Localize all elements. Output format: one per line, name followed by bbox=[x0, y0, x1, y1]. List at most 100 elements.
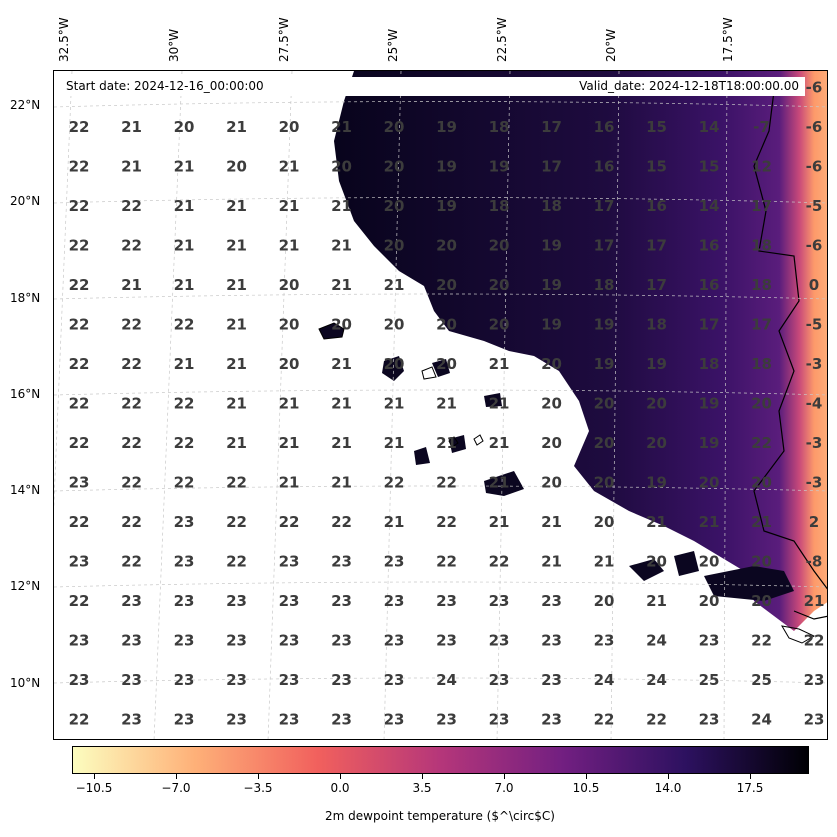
grid-value-label: 21 bbox=[331, 237, 352, 255]
grid-value-label: 23 bbox=[436, 632, 457, 650]
grid-value-label: 23 bbox=[69, 632, 90, 650]
grid-value-label: 21 bbox=[174, 355, 195, 373]
lon-label: 22.5°W bbox=[495, 17, 509, 62]
grid-value-label: 25 bbox=[699, 671, 720, 689]
grid-value-label: 21 bbox=[436, 395, 457, 413]
lat-label: 18°N bbox=[10, 291, 41, 305]
grid-value-label: 21 bbox=[331, 197, 352, 215]
grid-value-label: 20 bbox=[594, 513, 615, 531]
grid-value-label: 21 bbox=[646, 513, 667, 531]
grid-value-label: 20 bbox=[699, 592, 720, 610]
grid-value-label: 23 bbox=[699, 711, 720, 729]
grid-value-label: 17 bbox=[541, 158, 562, 176]
grid-value-label: 20 bbox=[489, 276, 510, 294]
grid-value-label: 20 bbox=[279, 355, 300, 373]
grid-value-label: 17 bbox=[541, 118, 562, 136]
grid-value-label: 23 bbox=[541, 592, 562, 610]
grid-value-label: 19 bbox=[646, 474, 667, 492]
grid-value-label: 22 bbox=[121, 355, 142, 373]
coastline bbox=[448, 436, 459, 448]
grid-value-label: 23 bbox=[121, 632, 142, 650]
lat-label: 14°N bbox=[10, 483, 41, 497]
grid-value-label: 18 bbox=[699, 355, 720, 373]
grid-value-label: 15 bbox=[646, 158, 667, 176]
grid-value-label: 20 bbox=[436, 276, 457, 294]
grid-value-label: 21 bbox=[121, 158, 142, 176]
grid-value-label: 20 bbox=[541, 355, 562, 373]
grid-value-label: 20 bbox=[699, 474, 720, 492]
grid-value-label: 21 bbox=[331, 474, 352, 492]
grid-value-label: 21 bbox=[174, 197, 195, 215]
grid-value-label: 22 bbox=[69, 355, 90, 373]
grid-value-label: -7 bbox=[753, 118, 770, 136]
grid-value-label: 21 bbox=[489, 474, 510, 492]
grid-value-label: 21 bbox=[594, 553, 615, 571]
grid-value-label: 19 bbox=[699, 434, 720, 452]
grid-value-label: 21 bbox=[121, 276, 142, 294]
grid-value-label: 24 bbox=[751, 711, 772, 729]
grid-value-label: 25 bbox=[751, 671, 772, 689]
grid-value-label: 22 bbox=[121, 513, 142, 531]
grid-value-label: 20 bbox=[489, 237, 510, 255]
grid-value-label: 23 bbox=[279, 671, 300, 689]
grid-value-label: 23 bbox=[279, 553, 300, 571]
colorbar-tick bbox=[504, 774, 505, 779]
grid-value-label: 22 bbox=[594, 711, 615, 729]
grid-value-label: 18 bbox=[751, 237, 772, 255]
grid-value-label: 22 bbox=[489, 553, 510, 571]
grid-value-label: 22 bbox=[436, 474, 457, 492]
grid-value-label: 21 bbox=[384, 395, 405, 413]
grid-value-label: 0 bbox=[809, 276, 819, 294]
grid-value-label: 23 bbox=[489, 671, 510, 689]
grid-value-label: 20 bbox=[751, 474, 772, 492]
colorbar-tick bbox=[422, 774, 423, 779]
grid-value-label: 21 bbox=[384, 434, 405, 452]
grid-value-label: 19 bbox=[594, 316, 615, 334]
lat-label: 20°N bbox=[10, 194, 41, 208]
grid-value-label: 20 bbox=[541, 434, 562, 452]
coastline bbox=[421, 366, 437, 380]
grid-value-label: 20 bbox=[594, 395, 615, 413]
grid-value-label: 21 bbox=[384, 276, 405, 294]
grid-value-label: 23 bbox=[384, 632, 405, 650]
grid-value-label: 22 bbox=[69, 237, 90, 255]
grid-value-label: 22 bbox=[121, 474, 142, 492]
grid-value-label: 23 bbox=[384, 711, 405, 729]
grid-value-label: 20 bbox=[541, 474, 562, 492]
grid-value-label: 20 bbox=[331, 316, 352, 334]
grid-value-label: 20 bbox=[384, 237, 405, 255]
grid-value-label: -8 bbox=[806, 553, 823, 571]
grid-value-label: 21 bbox=[174, 237, 195, 255]
grid-value-label: 23 bbox=[331, 592, 352, 610]
dewpoint-island bbox=[704, 566, 794, 601]
dewpoint-island bbox=[432, 359, 450, 377]
colorbar-tick-label: −10.5 bbox=[75, 781, 113, 795]
grid-value-label: -6 bbox=[806, 158, 823, 176]
grid-value-label: 23 bbox=[331, 553, 352, 571]
grid-value-label: 23 bbox=[121, 592, 142, 610]
grid-value-label: 22 bbox=[804, 632, 825, 650]
grid-value-label: -6 bbox=[806, 118, 823, 136]
grid-value-label: 21 bbox=[226, 197, 247, 215]
grid-value-label: 20 bbox=[751, 395, 772, 413]
grid-value-label: 16 bbox=[594, 118, 615, 136]
grid-value-label: 23 bbox=[174, 711, 195, 729]
grid-value-label: 21 bbox=[384, 513, 405, 531]
grid-value-label: 22 bbox=[751, 434, 772, 452]
grid-value-label: 22 bbox=[436, 513, 457, 531]
grid-value-label: 21 bbox=[226, 434, 247, 452]
lat-label: 16°N bbox=[10, 387, 41, 401]
grid-value-label: 23 bbox=[489, 592, 510, 610]
colorbar-tick-label: 3.5 bbox=[412, 781, 432, 795]
grid-value-label: 23 bbox=[541, 632, 562, 650]
grid-value-label: 21 bbox=[489, 434, 510, 452]
colorbar-tick-label: 7.0 bbox=[494, 781, 514, 795]
dewpoint-field bbox=[334, 71, 827, 631]
grid-value-label: 21 bbox=[174, 276, 195, 294]
grid-value-label: 19 bbox=[646, 355, 667, 373]
grid-value-label: 22 bbox=[69, 158, 90, 176]
grid-value-label: 20 bbox=[594, 592, 615, 610]
grid-value-label: 23 bbox=[121, 711, 142, 729]
grid-value-label: 21 bbox=[541, 553, 562, 571]
grid-value-label: 21 bbox=[489, 395, 510, 413]
